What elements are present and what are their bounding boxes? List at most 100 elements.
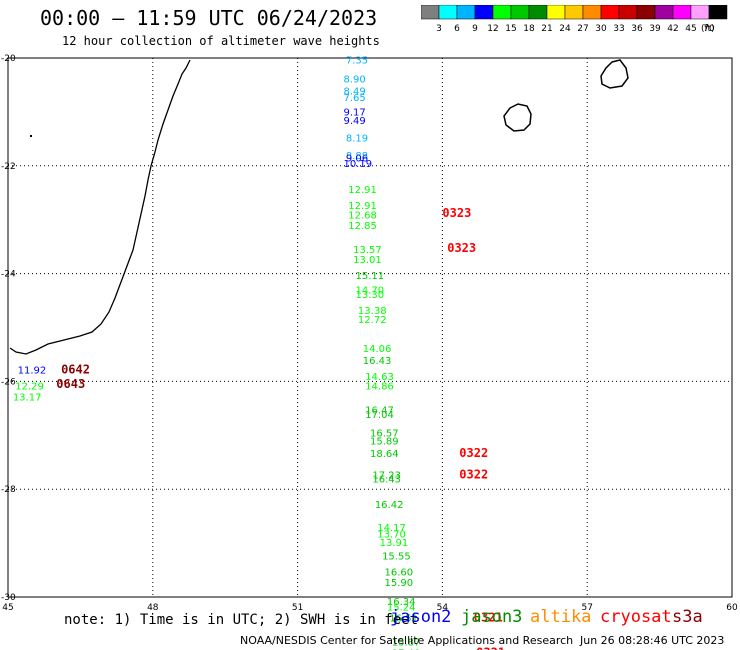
wave-height-label: 13.70	[377, 530, 406, 541]
pass-time-label: 0322	[459, 467, 488, 481]
colorbar-tick-label: 6	[454, 24, 460, 34]
satellite-legend-jason3: jason3	[461, 607, 523, 627]
wave-height-label: 9.49	[343, 116, 365, 127]
wave-height-label: 14.86	[365, 381, 394, 392]
wave-height-label: 16.42	[375, 500, 404, 511]
wave-height-label: 13.57	[353, 245, 382, 256]
wave-height-label: 10.19	[343, 159, 372, 170]
wave-height-label: 8.90	[343, 74, 365, 85]
colorbar-tick-label: 3	[436, 24, 442, 34]
wave-height-label: 9.17	[343, 108, 365, 119]
wave-height-label: 14.17	[377, 523, 406, 534]
wave-height-label: 16.51	[389, 613, 418, 624]
wave-height-label: 17.23	[372, 470, 401, 481]
lon-tick-label: 51	[292, 603, 303, 613]
wave-height-label: 16.57	[370, 428, 399, 439]
pass-time-label: 0642	[61, 362, 90, 376]
wave-height-label: 16.47	[365, 406, 394, 417]
lat-tick-label: -28	[1, 485, 16, 495]
colorbar-tick-label: 27	[577, 24, 588, 34]
colorbar-tick-label: 15	[505, 24, 516, 34]
satellite-legend-altika: altika	[530, 607, 592, 627]
wave-height-label: 16.60	[384, 567, 413, 578]
lon-tick-label: 48	[147, 603, 159, 613]
colorbar-tick-label: 45	[685, 24, 696, 34]
wave-height-label: 7.35	[346, 55, 368, 66]
map-frame	[7, 57, 733, 598]
colorbar-tick-label: 42	[667, 24, 678, 34]
wave-height-label: 13.38	[358, 306, 387, 317]
lon-tick-label: 60	[726, 603, 738, 613]
satellite-legend-jason2: jason2	[390, 607, 452, 627]
wave-height-label: 12.91	[348, 201, 377, 212]
wave-height-label: 15.87	[392, 638, 421, 649]
colorbar-tick-label: 33	[613, 24, 624, 34]
small-island-dot	[30, 135, 32, 137]
colorbar-tick-label: 18	[523, 24, 535, 34]
map-subtitle: 12 hour collection of altimeter wave hei…	[62, 34, 380, 48]
colorbar-tick-label: 12	[487, 24, 498, 34]
wave-height-label: 13.91	[380, 538, 409, 549]
wave-height-label: 16.43	[372, 475, 401, 486]
colorbar-legend: 3 6 9 12 15 18 21 24 27 30 33 36 39 42 45 70(ft)	[421, 5, 728, 34]
wave-height-label: 13.17	[13, 392, 42, 403]
colorbar-tick-label: 39	[649, 24, 661, 34]
wave-height-label: 7.65	[343, 93, 365, 104]
lat-tick-label: -26	[1, 377, 16, 387]
colorbar-tick-label: 30	[595, 24, 607, 34]
lon-tick-label: 54	[437, 603, 449, 613]
wave-height-label: 13.01	[353, 255, 382, 266]
wave-height-label: 15.11	[356, 271, 385, 282]
reunion-island-outline	[503, 103, 532, 132]
colorbar-tick-label: 70	[703, 24, 715, 34]
mauritius-island-outline	[600, 59, 629, 89]
wave-height-label: 16.34	[387, 597, 416, 608]
satellite-legend-s3a: s3a	[672, 607, 703, 627]
wave-height-label: 17.48	[392, 648, 421, 650]
wave-height-label: 15.24	[387, 602, 416, 613]
pass-time-label: 0321	[474, 610, 503, 624]
madagascar-coastline	[9, 59, 191, 355]
lat-tick-label: -22	[1, 162, 16, 172]
wave-height-label: 12.68	[348, 211, 377, 222]
credit-line: NOAA/NESDIS Center for Satellite Applica…	[240, 634, 574, 647]
wave-height-label: 8.49	[343, 87, 365, 98]
wave-height-label: 14.06	[363, 344, 392, 355]
wave-height-label: 15.55	[382, 551, 411, 562]
generated-timestamp: Jun 26 08:28:46 UTC 2023	[580, 634, 725, 647]
wave-height-label: 16.43	[363, 356, 392, 367]
wave-height-label: 13.30	[356, 290, 385, 301]
wave-height-label: 14.63	[365, 372, 394, 383]
wave-height-label: 12.85	[348, 221, 377, 232]
colorbar-tick-label: 36	[631, 24, 643, 34]
pass-time-label: 0323	[442, 206, 471, 220]
pass-time-label: 0321	[476, 645, 505, 650]
pass-time-label: 0323	[447, 241, 476, 255]
wave-height-label: 15.89	[370, 436, 399, 447]
lat-tick-label: -30	[1, 593, 16, 603]
wave-height-label: 12.91	[348, 185, 377, 196]
colorbar-tick-label: 24	[559, 24, 571, 34]
wave-height-label: 12.72	[358, 315, 387, 326]
footnote: note: 1) Time is in UTC; 2) SWH is in fe…	[64, 612, 419, 628]
wave-height-label: 12.29	[15, 381, 44, 392]
colorbar-tick-label: 9	[472, 24, 478, 34]
colorbar-swatch	[708, 5, 728, 20]
lon-tick-label: 45	[2, 603, 13, 613]
map-title: 00:00 — 11:59 UTC 06/24/2023	[40, 6, 378, 30]
colorbar-tick-label: 21	[541, 24, 552, 34]
lat-tick-label: -24	[1, 270, 16, 280]
wave-height-label: 8.19	[346, 134, 368, 145]
wave-height-label: 17.04	[365, 410, 394, 421]
satellite-legend-cryosat: cryosat	[600, 607, 672, 627]
wave-height-label: 11.92	[18, 365, 47, 376]
lon-tick-label: 57	[581, 603, 592, 613]
wave-height-label: 8.88	[346, 151, 368, 162]
pass-time-label: 0322	[459, 446, 488, 460]
pass-time-label: 0643	[56, 377, 85, 391]
wave-height-label: 9.06	[346, 153, 368, 164]
wave-height-label: 15.90	[384, 578, 413, 589]
wave-height-label: 14.70	[356, 286, 385, 297]
lat-tick-label: -20	[1, 54, 16, 64]
